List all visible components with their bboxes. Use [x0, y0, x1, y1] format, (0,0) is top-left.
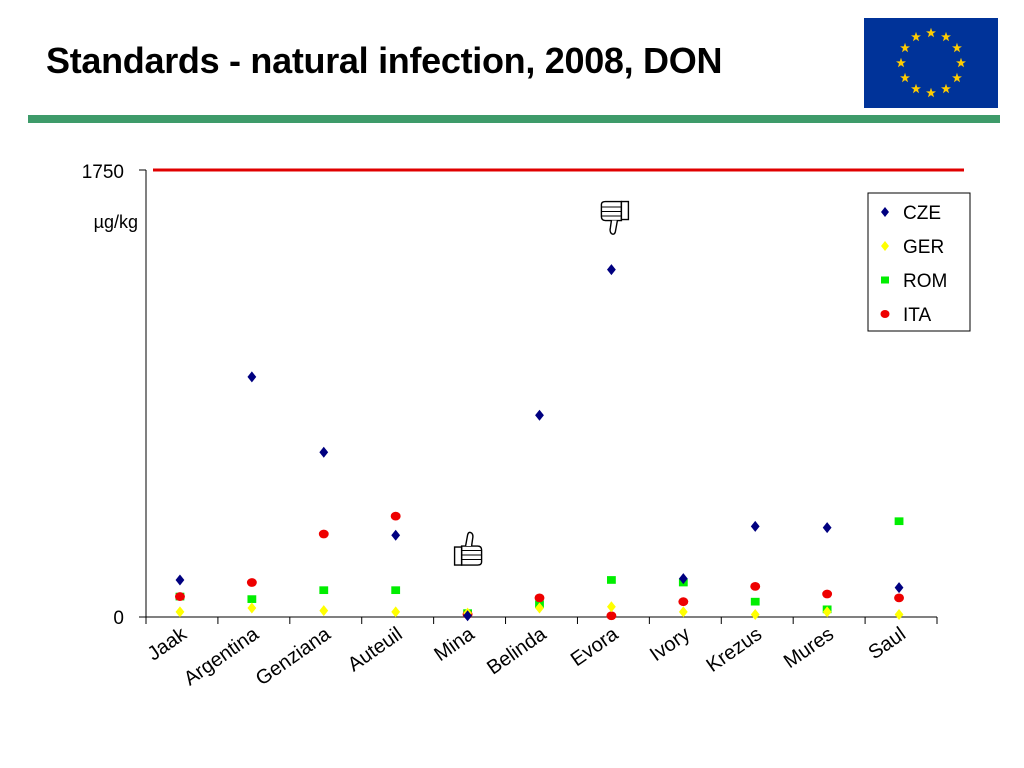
legend-marker-cze — [881, 207, 889, 217]
x-tick-label: Auteuil — [344, 623, 407, 676]
point-cze — [822, 522, 832, 534]
legend-marker-ger — [881, 241, 889, 251]
flag-star — [941, 83, 951, 94]
point-ita — [246, 578, 257, 587]
x-tick-label: Mures — [780, 623, 838, 673]
point-ger — [175, 606, 185, 618]
point-rom — [391, 586, 401, 595]
point-cze — [894, 582, 904, 594]
x-tick-label: Saul — [865, 623, 910, 664]
point-ita — [822, 589, 833, 599]
point-ger — [391, 606, 401, 618]
y-tick-label-max: 1750 — [82, 162, 124, 183]
point-cze — [175, 574, 185, 586]
thumbs-down-icon — [600, 200, 630, 235]
point-ger — [750, 608, 760, 620]
point-cze — [247, 371, 257, 383]
point-ger — [319, 605, 329, 617]
flag-star — [941, 31, 951, 42]
point-rom — [750, 597, 760, 606]
point-cze — [678, 573, 688, 585]
point-ita — [534, 593, 545, 603]
point-ger — [535, 602, 544, 614]
y-tick-label-min: 0 — [113, 608, 124, 629]
x-tick-label: Belinda — [483, 623, 551, 680]
thumbs-up-icon — [453, 531, 483, 566]
x-tick-label: Mina — [430, 623, 479, 666]
y-axis-unit: µg/kg — [94, 212, 138, 232]
x-tick-label: Krezus — [702, 623, 766, 677]
point-ita — [678, 597, 689, 607]
point-ita — [750, 581, 761, 591]
legend-label: CZE — [903, 203, 941, 224]
point-cze — [535, 409, 544, 421]
point-ita — [894, 593, 904, 603]
flag-star — [896, 57, 906, 68]
point-ger — [678, 606, 688, 618]
x-tick-label: Ivory — [646, 623, 694, 666]
legend-label: ITA — [903, 305, 931, 326]
legend-label: ROM — [903, 271, 947, 292]
x-tick-label: Argentina — [180, 623, 263, 691]
point-ger — [247, 602, 257, 614]
legend-label: GER — [903, 237, 944, 258]
flag-star — [952, 72, 962, 83]
eu-flag-icon — [864, 18, 998, 108]
legend: CZE GER ROM ITA — [867, 192, 971, 332]
point-ger — [894, 608, 904, 620]
point-cze — [463, 610, 472, 622]
x-tick-label: Evora — [567, 623, 623, 671]
flag-star — [900, 42, 910, 53]
x-tick-label: Genziana — [252, 623, 335, 691]
point-cze — [607, 264, 616, 276]
flag-star — [926, 87, 936, 98]
legend-marker-rom — [881, 276, 889, 284]
page-title: Standards - natural infection, 2008, DON — [46, 40, 723, 81]
flag-star — [926, 27, 936, 38]
point-rom — [319, 586, 329, 595]
point-ger — [822, 606, 832, 618]
point-cze — [750, 520, 760, 532]
point-rom — [894, 517, 904, 526]
point-rom — [607, 576, 616, 584]
header-divider — [28, 115, 1000, 123]
point-ger — [607, 601, 616, 613]
point-ita — [390, 511, 401, 521]
point-cze — [319, 446, 329, 458]
x-tick-label: Jaak — [144, 623, 192, 666]
flag-star — [911, 31, 921, 42]
point-ita — [318, 529, 329, 539]
flag-star — [956, 57, 966, 68]
point-rom — [247, 595, 257, 603]
point-ita — [175, 592, 185, 601]
point-cze — [391, 529, 401, 541]
flag-star — [952, 42, 962, 53]
legend-marker-ita — [880, 310, 890, 318]
point-ita — [606, 611, 617, 621]
flag-star — [911, 83, 921, 94]
flag-star — [900, 72, 910, 83]
